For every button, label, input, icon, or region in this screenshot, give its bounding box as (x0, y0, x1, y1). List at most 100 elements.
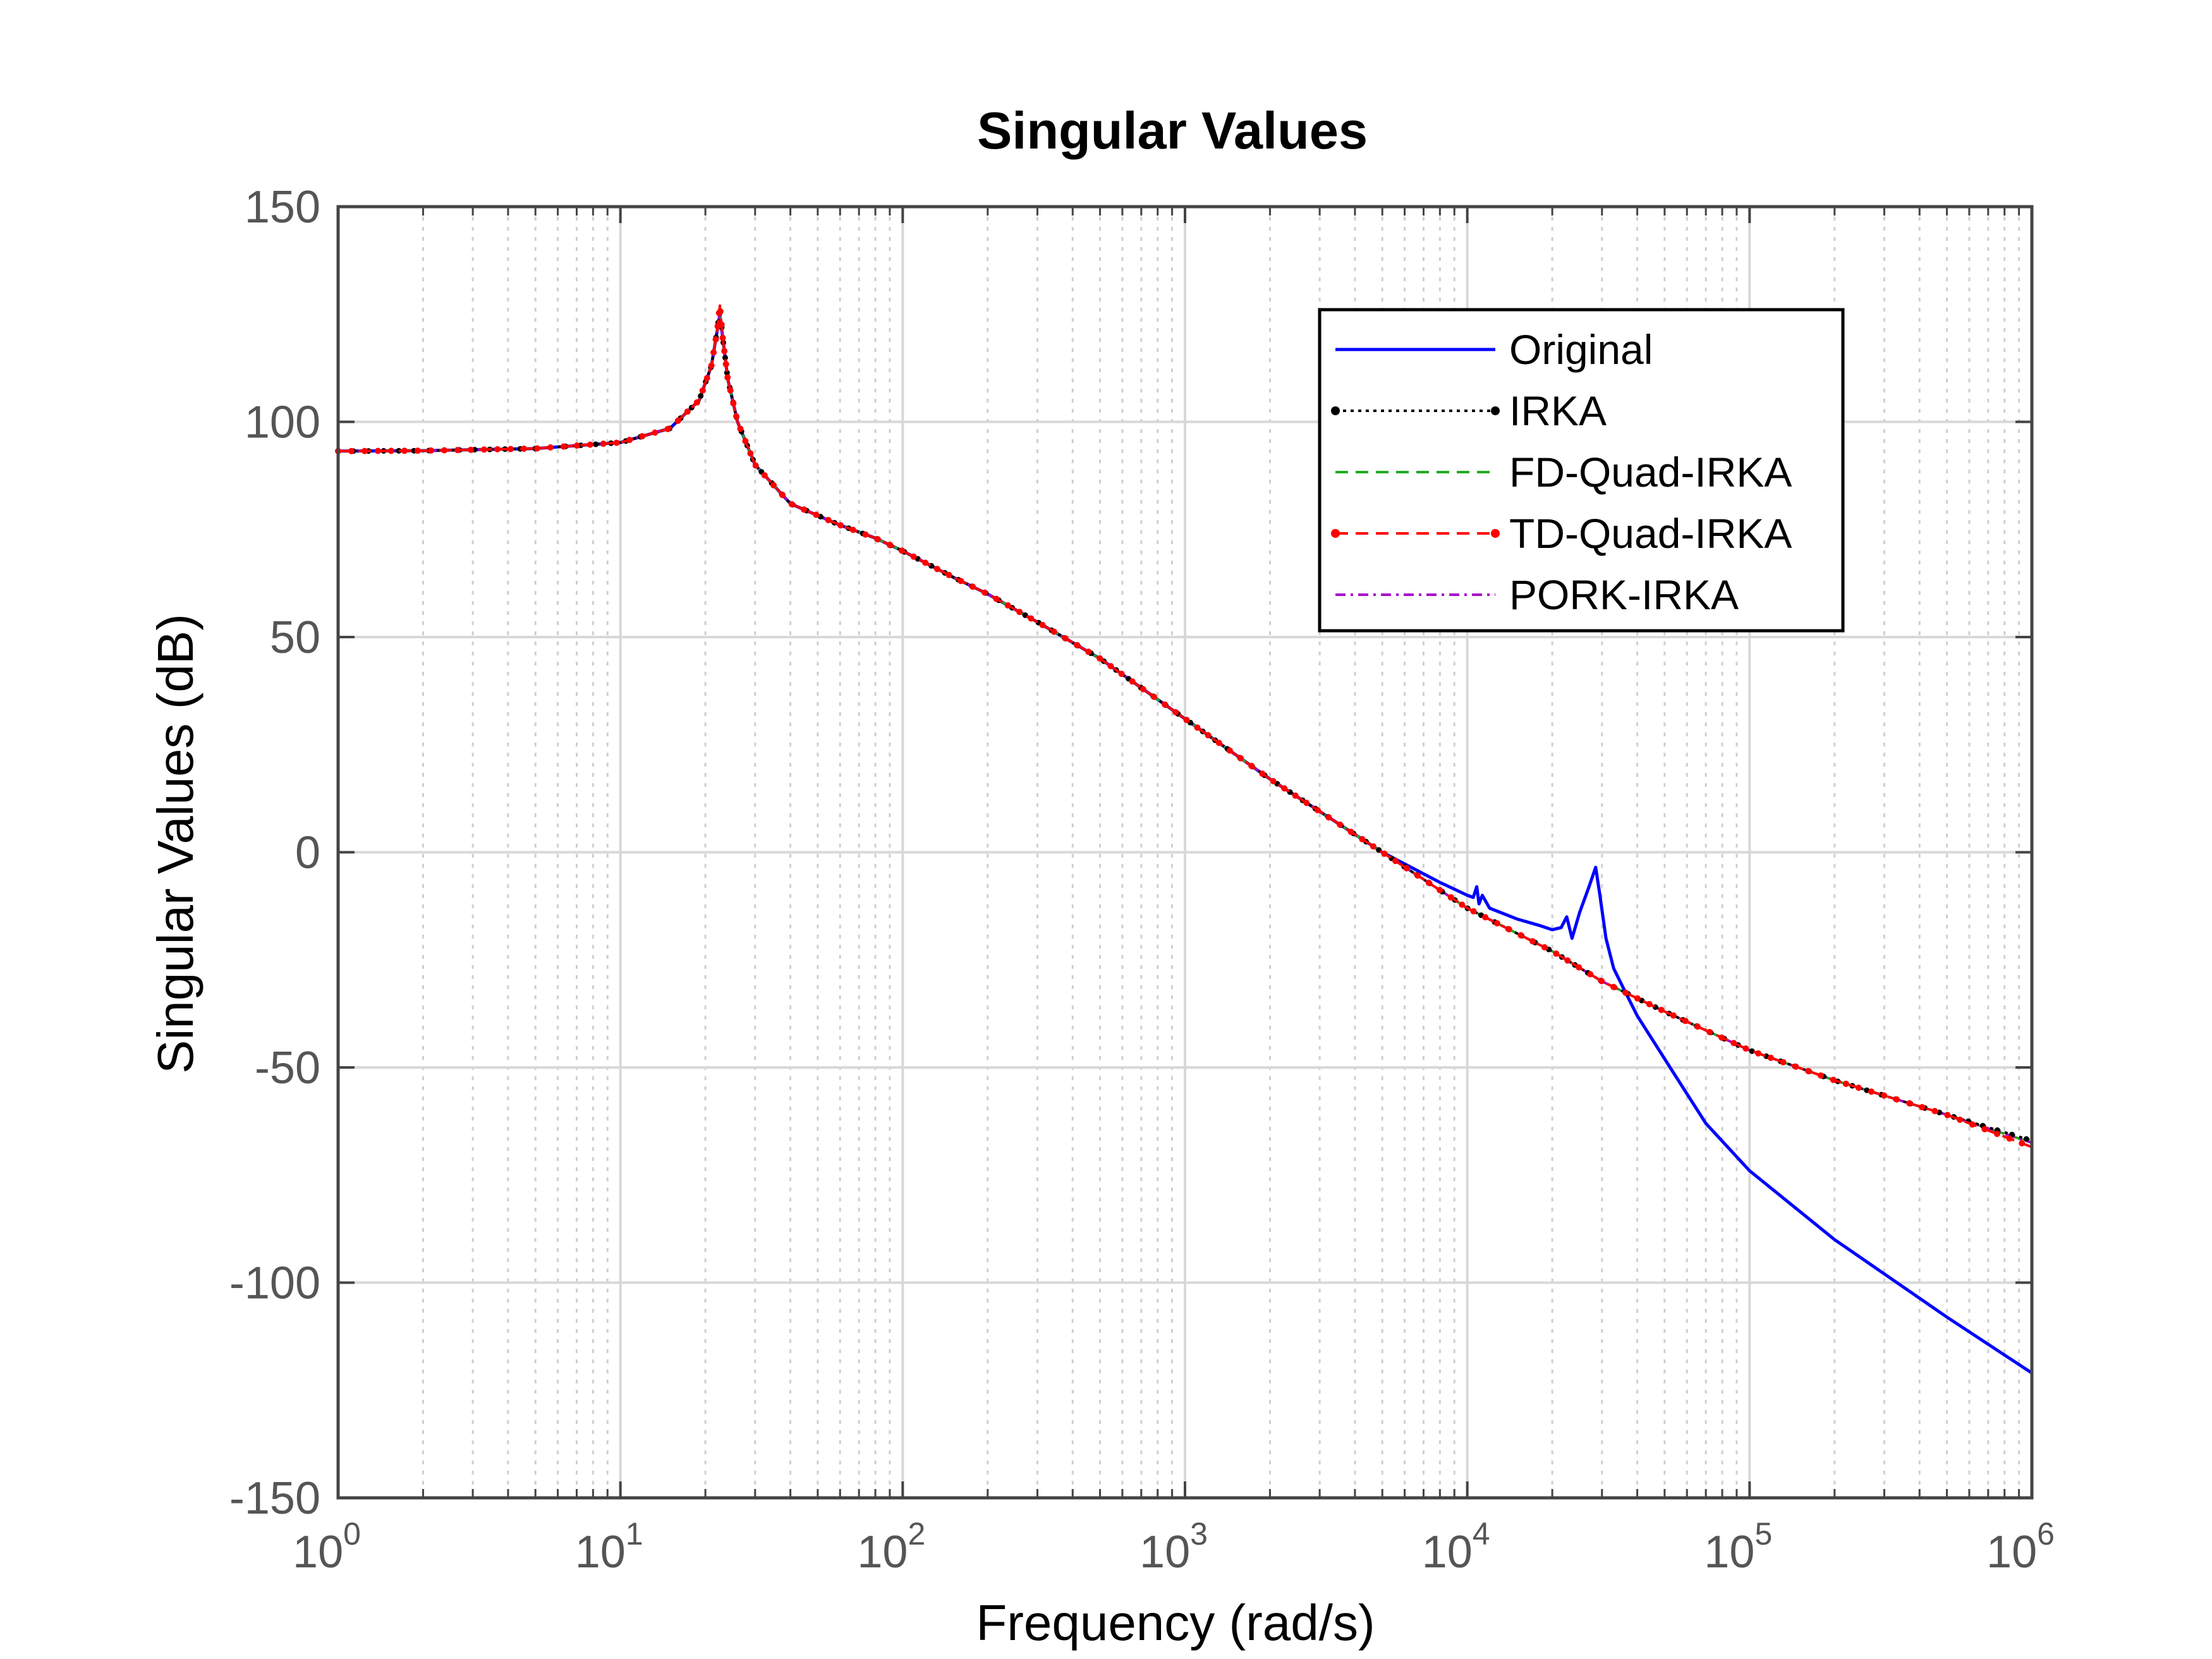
data-point (1183, 717, 1190, 724)
data-point (1347, 829, 1354, 836)
data-point (1028, 615, 1035, 622)
data-point (1437, 887, 1443, 894)
data-point (1118, 671, 1125, 678)
data-point (362, 447, 368, 454)
x-tick-label: 101 (575, 1516, 643, 1577)
data-point (1459, 901, 1466, 908)
data-point (874, 536, 881, 543)
data-point (993, 595, 1000, 602)
data-point (1646, 1000, 1653, 1007)
data-point (770, 482, 777, 489)
data-point (1050, 628, 1057, 635)
data-point (1564, 957, 1571, 964)
data-point (910, 553, 917, 560)
data-point (1151, 693, 1157, 700)
data-point (698, 393, 704, 399)
data-point (752, 462, 759, 469)
data-point (1830, 1076, 1837, 1083)
data-point (708, 362, 715, 369)
data-point (1493, 920, 1500, 927)
series-group (335, 304, 2033, 1375)
data-point (747, 450, 754, 457)
data-point (1682, 1018, 1689, 1024)
data-point (1085, 648, 1092, 655)
data-point (2019, 1140, 2026, 1146)
legend-entry-label: PORK-IRKA (1509, 571, 1739, 618)
data-point (652, 429, 659, 436)
x-tick-label: 103 (1139, 1516, 1208, 1577)
data-point (719, 334, 726, 341)
data-point (1755, 1050, 1761, 1057)
data-point (428, 447, 434, 454)
data-point (639, 433, 646, 440)
y-tick-label: -100 (229, 1258, 320, 1309)
data-point (441, 447, 447, 454)
x-tick-label: 105 (1704, 1516, 1772, 1577)
data-point (1039, 622, 1046, 628)
data-point (1004, 602, 1011, 609)
legend-marker (1491, 529, 1500, 538)
data-point (1370, 843, 1376, 850)
data-point (945, 571, 952, 578)
data-point (737, 425, 744, 432)
legend-entry-label: IRKA (1509, 387, 1607, 434)
data-point (1868, 1088, 1875, 1095)
data-point (1792, 1063, 1799, 1070)
data-point (534, 445, 540, 452)
data-point (1162, 701, 1169, 708)
data-point (730, 400, 737, 407)
data-point (521, 446, 527, 452)
data-point (1392, 858, 1399, 865)
data-point (1259, 770, 1266, 777)
data-point (1842, 1080, 1849, 1087)
data-point (600, 441, 607, 447)
data-point (1931, 1108, 1938, 1114)
data-point (1730, 1040, 1737, 1047)
y-tick-label: 150 (245, 182, 320, 233)
data-point (1610, 983, 1617, 990)
data-point (933, 566, 940, 573)
data-point (1658, 1007, 1665, 1013)
data-point (1553, 950, 1560, 957)
y-tick-label: 0 (295, 828, 320, 878)
data-point (1097, 655, 1103, 662)
legend-marker (1331, 529, 1340, 538)
data-point (718, 321, 725, 328)
data-point (1994, 1131, 2000, 1138)
data-point (862, 531, 869, 538)
data-point (1517, 932, 1524, 939)
data-point (1016, 609, 1023, 616)
data-point (1694, 1023, 1701, 1030)
data-point (1482, 914, 1489, 921)
data-point (722, 361, 729, 368)
data-point (1129, 678, 1136, 685)
data-point (547, 444, 554, 451)
data-point (613, 439, 620, 446)
data-point (2023, 1136, 2029, 1142)
data-point (1805, 1067, 1812, 1074)
data-point (1893, 1096, 1900, 1103)
y-tick-label: 100 (245, 398, 320, 448)
data-point (1270, 778, 1277, 784)
data-point (969, 583, 976, 590)
data-point (1944, 1112, 1951, 1119)
data-point (1303, 799, 1310, 806)
data-point (1074, 641, 1080, 648)
data-point (1541, 944, 1548, 951)
legend-entry-label: FD-Quad-IRKA (1509, 449, 1792, 495)
data-point (849, 526, 856, 533)
data-point (1881, 1092, 1888, 1099)
data-point (727, 387, 734, 394)
data-point (886, 542, 893, 549)
x-tick-label: 106 (1986, 1516, 2055, 1577)
data-point (717, 308, 724, 315)
data-point (981, 589, 988, 596)
data-point (1622, 989, 1629, 996)
data-point (1587, 971, 1594, 978)
data-point (560, 443, 567, 450)
data-point (401, 447, 408, 454)
data-point (494, 446, 501, 453)
data-point (1906, 1100, 1913, 1107)
data-point (957, 578, 964, 585)
y-tick-label: 50 (270, 612, 320, 663)
